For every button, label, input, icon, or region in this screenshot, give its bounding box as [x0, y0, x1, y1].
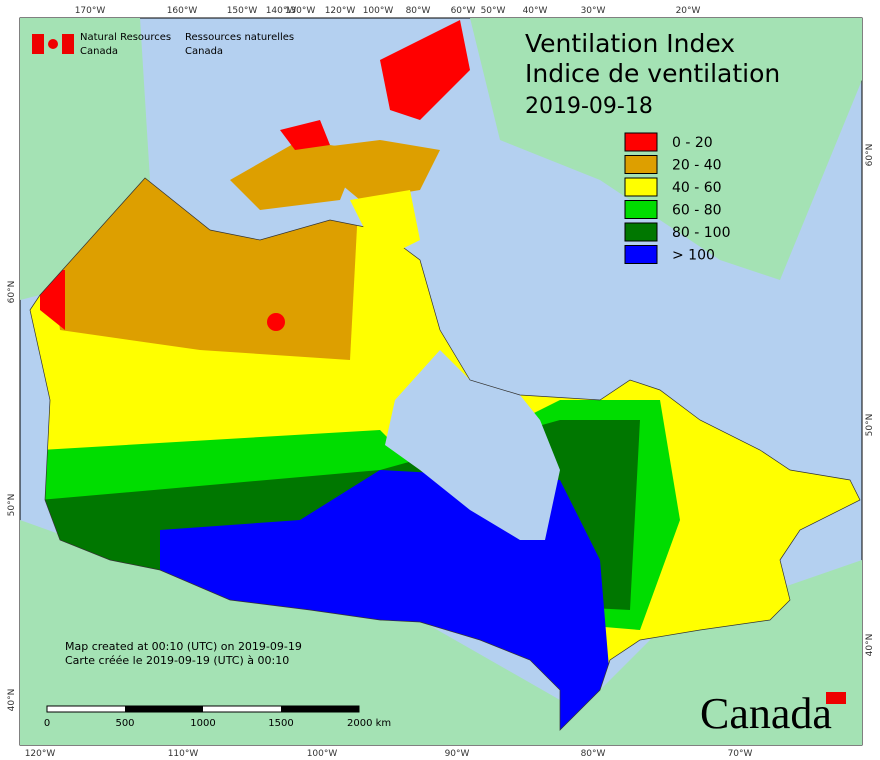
date: 2019-09-18 [525, 94, 653, 119]
title: Ventilation Index [525, 29, 735, 58]
graticule-label: 120°W [25, 749, 56, 759]
graticule-label: 80°W [406, 6, 431, 16]
graticule-label: 60°N [865, 144, 875, 167]
legend-swatch [624, 177, 658, 197]
graticule-label: 70°W [728, 749, 753, 759]
graticule-label: 100°W [307, 749, 338, 759]
legend-swatch [624, 200, 658, 219]
island [350, 190, 420, 260]
graticule-label: 160°W [167, 6, 198, 16]
legend-label: 20 - 40 [672, 158, 722, 174]
note: Map created at 00:10 (UTC) on 2019-09-19 [65, 640, 302, 653]
subtitle: Indice de ventilation [525, 59, 780, 88]
graticule-label: 150°W [227, 6, 258, 16]
graticule-label: 50°N [865, 414, 875, 437]
flag [48, 39, 58, 49]
credit: Canada [185, 46, 223, 57]
credit: Canada [80, 46, 118, 57]
alaska [20, 18, 150, 300]
graticule-label: 20°W [676, 6, 701, 16]
graticule-label: 50°W [481, 6, 506, 16]
legend-swatch [624, 222, 658, 242]
credit: Ressources naturelles [185, 32, 294, 43]
hudson-bay [385, 350, 560, 540]
graticule-label: 100°W [363, 6, 394, 16]
flag [32, 34, 44, 54]
scale-label: 1000 [190, 718, 215, 729]
legend-swatch [624, 245, 658, 264]
wordmark: Canada [700, 689, 832, 738]
zone [267, 313, 285, 331]
legend-label: 60 - 80 [672, 203, 722, 219]
graticule-label: 130°W [285, 6, 316, 16]
graticule-label: 60°N [7, 281, 17, 304]
island [280, 120, 330, 150]
scale-label: 2000 km [347, 718, 391, 729]
flag [826, 692, 846, 704]
legend: 0 - 20 20 - 40 40 - 60 60 - 80 80 - 100 > 100 [624, 132, 731, 264]
island [300, 140, 440, 200]
legend-label: 0 - 20 [672, 135, 713, 151]
credit: Natural Resources [80, 32, 171, 43]
legend-label: 80 - 100 [672, 225, 731, 241]
legend-swatch [624, 155, 658, 174]
graticule-label: 140°W [266, 6, 297, 16]
graticule-label: 110°W [168, 749, 199, 759]
graticule-label: 80°W [581, 749, 606, 759]
legend-label: > 100 [672, 248, 715, 264]
graticule-label: 40°N [7, 689, 17, 712]
graticule-label: 120°W [325, 6, 356, 16]
graticule-label: 40°W [523, 6, 548, 16]
island [380, 20, 470, 120]
flag [62, 34, 74, 54]
graticule-label: 50°N [7, 494, 17, 517]
graticule-label: 170°W [75, 6, 106, 16]
scale-label: 500 [115, 718, 134, 729]
scale-label: 0 [44, 718, 50, 729]
scale-label: 1500 [268, 718, 293, 729]
legend-swatch [624, 132, 658, 152]
usa [20, 520, 862, 745]
graticule-label: 90°W [445, 749, 470, 759]
scale-bar [46, 705, 360, 713]
graticule-label: 40°N [865, 634, 875, 657]
graticule-label: 30°W [581, 6, 606, 16]
greenland [470, 18, 862, 280]
note: Carte créée le 2019-09-19 (UTC) à 00:10 [65, 654, 289, 667]
legend-label: 40 - 60 [672, 180, 722, 196]
graticule-label: 60°W [451, 6, 476, 16]
